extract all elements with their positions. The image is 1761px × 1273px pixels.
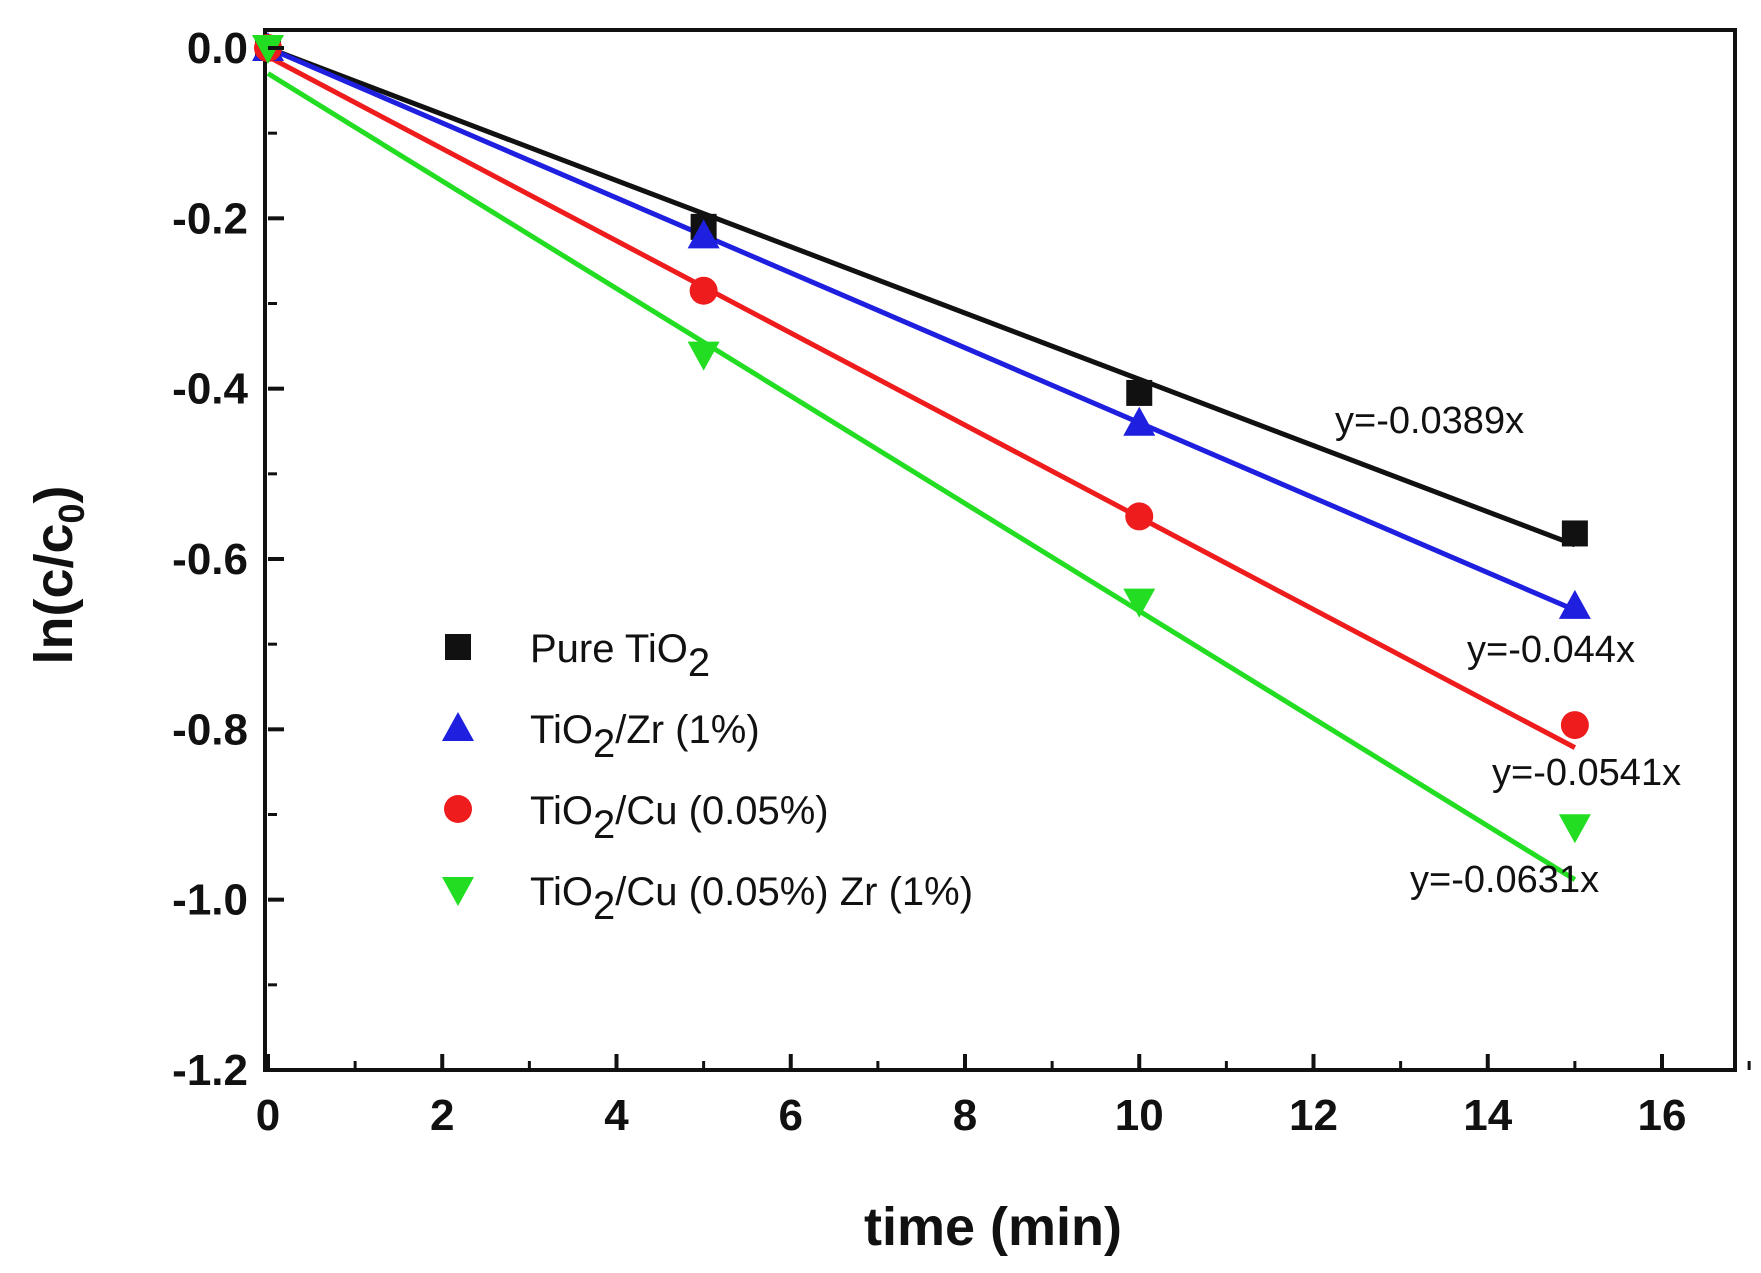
- legend-label-0: Pure TiO2: [530, 627, 710, 685]
- y-tick-label: -0.6: [172, 535, 248, 584]
- data-point-series-3: [1558, 814, 1591, 844]
- fit-lines: [266, 45, 1577, 882]
- data-point-series-2: [1125, 502, 1154, 531]
- data-point-series-2: [689, 276, 718, 305]
- data-point-series-0: [1126, 379, 1153, 406]
- svg-text:ln(c/c0): ln(c/c0): [24, 485, 92, 664]
- data-point-series-3: [1123, 588, 1156, 618]
- legend-marker-2: [444, 795, 472, 823]
- x-tick-label: 14: [1463, 1091, 1512, 1140]
- fit-line-series-3: [266, 71, 1577, 882]
- x-tick-label: 16: [1638, 1091, 1687, 1140]
- y-tick-label: 0.0: [187, 24, 248, 73]
- fit-equation-series-2: y=-0.0541x: [1492, 752, 1681, 794]
- legend-marker-1: [442, 712, 474, 741]
- data-point-series-2: [1560, 711, 1589, 740]
- data-point-series-0: [1561, 520, 1588, 547]
- x-tick-label: 8: [953, 1091, 977, 1140]
- y-axis-title-subscript: 0: [51, 503, 92, 523]
- legend-label-2: TiO2/Cu (0.05%): [530, 789, 829, 847]
- fit-equation-series-3: y=-0.0631x: [1410, 859, 1599, 901]
- x-tick-label: 2: [430, 1091, 454, 1140]
- legend-marker-0: [445, 634, 471, 660]
- y-axis-title: ln(c/c0): [24, 485, 92, 664]
- y-tick-label: -1.2: [172, 1046, 248, 1095]
- y-tick-label: -1.0: [172, 876, 248, 925]
- data-point-series-3: [687, 341, 720, 371]
- data-point-series-1: [1558, 589, 1591, 619]
- legend-label-3: TiO2/Cu (0.05%) Zr (1%): [530, 870, 973, 928]
- plot-frame: [263, 28, 1737, 1072]
- fit-equation-series-0: y=-0.0389x: [1335, 400, 1524, 442]
- fit-equations: y=-0.0389x y=-0.044x y=-0.0541x y=-0.0631x: [1335, 400, 1681, 901]
- fit-line-series-0: [267, 45, 1576, 548]
- x-axis: 0 2 4 6 8 10 12 14 16: [256, 1054, 1751, 1140]
- fit-line-series-2: [266, 54, 1577, 750]
- y-axis: 0.0 -0.2 -0.4 -0.6 -0.8 -1.0 -1.2: [172, 24, 284, 1095]
- fit-line-series-1: [267, 45, 1576, 613]
- data-markers: [252, 32, 1591, 844]
- y-tick-label: -0.8: [172, 705, 248, 754]
- x-axis-title: time (min): [864, 1197, 1122, 1257]
- x-tick-label: 0: [256, 1091, 280, 1140]
- fit-equation-series-1: y=-0.044x: [1467, 629, 1635, 671]
- x-tick-label: 12: [1289, 1091, 1338, 1140]
- x-tick-label: 6: [779, 1091, 803, 1140]
- data-point-series-1: [687, 219, 720, 249]
- y-tick-label: -0.2: [172, 194, 248, 243]
- legend-label-1: TiO2/Zr (1%): [530, 708, 760, 766]
- x-tick-label: 4: [604, 1091, 629, 1140]
- legend: Pure TiO2 TiO2/Zr (1%) TiO2/Cu (0.05%) TiO2…: [442, 627, 973, 928]
- data-point-series-1: [1123, 406, 1156, 436]
- y-tick-label: -0.4: [172, 365, 248, 414]
- legend-marker-3: [442, 877, 474, 906]
- x-tick-label: 10: [1115, 1091, 1164, 1140]
